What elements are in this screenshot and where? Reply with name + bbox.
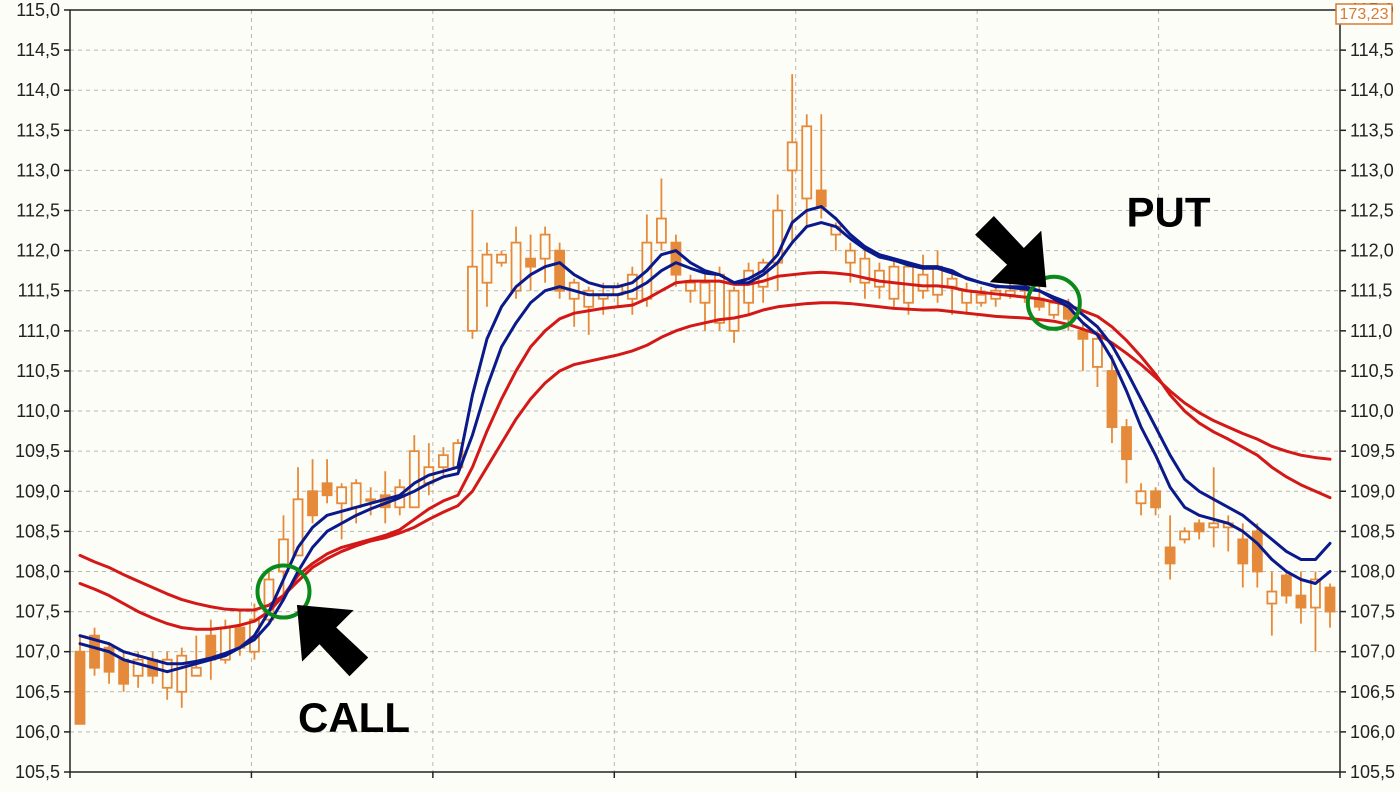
candle-body [468, 267, 477, 331]
ytick-label-right: 106,0 [1350, 722, 1395, 742]
ytick-label-left: 105,5 [15, 762, 60, 782]
candle-body [1238, 539, 1247, 563]
candle-body [802, 126, 811, 198]
candle-body [846, 251, 855, 263]
candle-body [119, 660, 128, 684]
price-badge-text: 173,23 [1340, 6, 1389, 23]
candle-body [177, 656, 186, 692]
candle-body [337, 487, 346, 503]
candle-body [555, 251, 564, 291]
ytick-label-right: 105,5 [1350, 762, 1395, 782]
ytick-label-right: 110,5 [1350, 361, 1394, 381]
candle-body [497, 255, 506, 263]
candle-body [1296, 596, 1305, 608]
candle-body [686, 283, 695, 291]
ytick-label-left: 109,5 [15, 441, 60, 461]
candle-body [1093, 339, 1102, 367]
candle-body [541, 235, 550, 259]
ytick-label-right: 109,0 [1350, 481, 1395, 501]
ytick-label-left: 114,0 [16, 80, 60, 100]
ytick-label-left: 114,5 [16, 40, 60, 60]
candle-body [919, 275, 928, 291]
ytick-label-left: 107,5 [15, 602, 60, 622]
candle-body [1122, 427, 1131, 459]
candle-body [1209, 523, 1218, 527]
candle-body [439, 455, 448, 467]
candle-body [730, 291, 739, 331]
ytick-label-left: 106,0 [15, 722, 60, 742]
candle-body [1282, 575, 1291, 595]
ytick-label-left: 111,5 [18, 281, 60, 301]
ytick-label-right: 109,5 [1350, 441, 1395, 461]
candle-body [308, 491, 317, 515]
ytick-label-left: 112,0 [16, 241, 60, 261]
candle-body [366, 499, 375, 501]
candle-body [977, 295, 986, 303]
candle-body [526, 259, 535, 267]
candle-body [1078, 331, 1087, 339]
candle-body [1137, 491, 1146, 503]
ytick-label-left: 112,5 [16, 201, 60, 221]
put-label: PUT [1127, 189, 1211, 236]
ytick-label-right: 112,0 [1350, 241, 1394, 261]
ytick-label-right: 107,0 [1350, 642, 1395, 662]
ytick-label-right: 113,5 [1350, 120, 1394, 140]
candle-body [1107, 371, 1116, 427]
candle-body [701, 283, 710, 303]
ytick-label-right: 112,5 [1350, 201, 1394, 221]
ytick-label-left: 110,0 [16, 401, 60, 421]
candle-body [352, 483, 361, 507]
ytick-label-left: 108,0 [15, 561, 60, 581]
ytick-label-left: 110,5 [16, 361, 60, 381]
candle-body [76, 652, 85, 724]
call-label: CALL [298, 694, 410, 741]
ytick-label-left: 113,5 [16, 120, 60, 140]
ytick-label-left: 111,0 [18, 321, 60, 341]
candle-body [1267, 592, 1276, 604]
ytick-label-right: 114,5 [1350, 40, 1394, 60]
candle-body [1180, 531, 1189, 539]
candle-body [192, 668, 201, 676]
ytick-label-right: 110,0 [1350, 401, 1394, 421]
ytick-label-right: 107,5 [1350, 602, 1395, 622]
candle-body [948, 279, 957, 287]
ytick-label-left: 109,0 [15, 481, 60, 501]
candle-body [657, 219, 666, 243]
candle-body [1253, 531, 1262, 571]
chart-svg: 105,5 105,5 106,0 106,0 106,5 106,5 107,0 107,0… [0, 0, 1400, 792]
ytick-label-left: 106,5 [15, 682, 60, 702]
candlestick-chart: 105,5 105,5 106,0 106,0 106,5 106,5 107,0 107,0… [0, 0, 1400, 792]
candle-body [788, 142, 797, 170]
candle-body [323, 483, 332, 495]
candle-body [875, 271, 884, 287]
candle-body [1326, 588, 1335, 612]
ytick-label-left: 107,0 [15, 642, 60, 662]
candle-body [1049, 303, 1058, 315]
candle-body [1195, 523, 1204, 531]
ytick-label-right: 113,0 [1350, 160, 1394, 180]
ytick-label-left: 113,0 [16, 160, 60, 180]
candle-body [482, 255, 491, 283]
ytick-label-right: 114,0 [1350, 80, 1394, 100]
ytick-label-right: 108,5 [1350, 521, 1395, 541]
candle-body [410, 451, 419, 507]
ytick-label-right: 111,0 [1350, 321, 1392, 341]
ytick-label-left: 115,0 [16, 0, 60, 20]
ytick-label-right: 108,0 [1350, 561, 1395, 581]
ytick-label-left: 108,5 [15, 521, 60, 541]
ytick-label-right: 106,5 [1350, 682, 1395, 702]
ytick-label-right: 111,5 [1350, 281, 1392, 301]
candle-body [817, 190, 826, 206]
candle-body [1166, 547, 1175, 563]
candle-body [671, 243, 680, 275]
candle-body [1151, 491, 1160, 507]
